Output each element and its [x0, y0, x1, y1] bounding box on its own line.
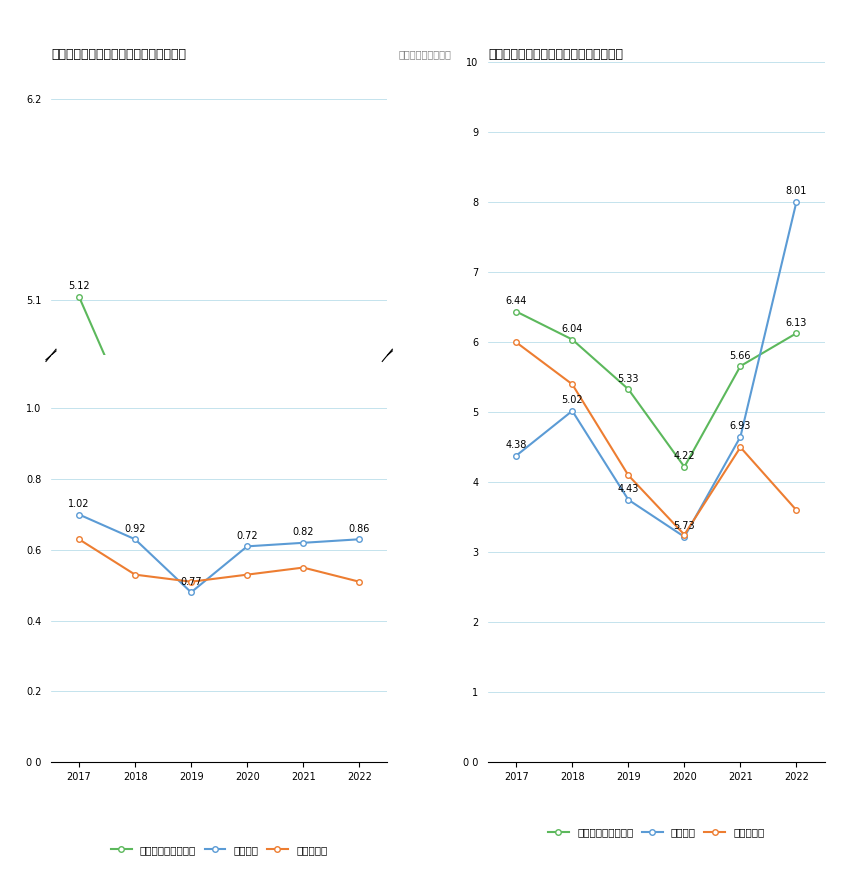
Text: 3.24: 3.24 — [0, 891, 1, 892]
Text: 6.44: 6.44 — [506, 296, 527, 306]
Text: 3.43: 3.43 — [0, 891, 1, 892]
Legend: 公司应收账款周转率, 行业均值, 行业中位数: 公司应收账款周转率, 行业均值, 行业中位数 — [106, 840, 332, 859]
Text: 5.12: 5.12 — [68, 281, 90, 291]
Text: 5.02: 5.02 — [562, 395, 583, 405]
Text: 4.22: 4.22 — [673, 451, 695, 461]
Text: 0.77: 0.77 — [180, 577, 202, 587]
Text: 数据来源：恒生聚源: 数据来源：恒生聚源 — [399, 49, 451, 59]
Text: 5.33: 5.33 — [618, 374, 639, 384]
Text: 4.43: 4.43 — [618, 484, 639, 494]
Text: 亨通光电历年固定资产周转率情况（次）: 亨通光电历年固定资产周转率情况（次） — [488, 48, 623, 62]
Text: 亨通光电历年应收账款周转率情况（次）: 亨通光电历年应收账款周转率情况（次） — [51, 48, 186, 62]
Text: 8.01: 8.01 — [785, 186, 808, 196]
Text: 0.86: 0.86 — [348, 524, 370, 533]
Text: 6.04: 6.04 — [562, 324, 583, 334]
Text: 3.26: 3.26 — [0, 891, 1, 892]
Legend: 公司固定资产周转率, 行业均值, 行业中位数: 公司固定资产周转率, 行业均值, 行业中位数 — [544, 823, 769, 842]
Text: 0.72: 0.72 — [236, 531, 258, 541]
Text: 1.02: 1.02 — [68, 499, 90, 509]
Text: 6.93: 6.93 — [730, 421, 751, 431]
Text: 0.82: 0.82 — [292, 527, 314, 537]
Text: 5.73: 5.73 — [673, 521, 695, 532]
Text: 0.92: 0.92 — [124, 524, 146, 533]
Text: 5.66: 5.66 — [729, 351, 751, 360]
Text: 3.41: 3.41 — [0, 891, 1, 892]
Text: 4.38: 4.38 — [506, 440, 527, 450]
Text: 6.13: 6.13 — [785, 318, 808, 327]
Text: 4.42: 4.42 — [0, 891, 1, 892]
